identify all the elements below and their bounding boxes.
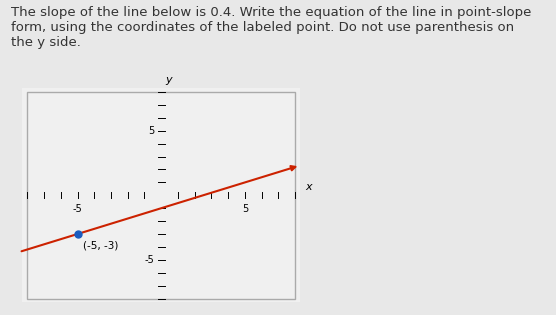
Text: 5: 5 (242, 204, 248, 214)
Text: -5: -5 (73, 204, 82, 214)
Text: x: x (305, 182, 312, 192)
Text: The slope of the line below is 0.4. Write the equation of the line in point-slop: The slope of the line below is 0.4. Writ… (11, 6, 532, 49)
Text: -5: -5 (145, 255, 155, 265)
Text: (-5, -3): (-5, -3) (83, 240, 119, 250)
Text: y: y (166, 75, 172, 85)
Text: 5: 5 (148, 126, 155, 136)
